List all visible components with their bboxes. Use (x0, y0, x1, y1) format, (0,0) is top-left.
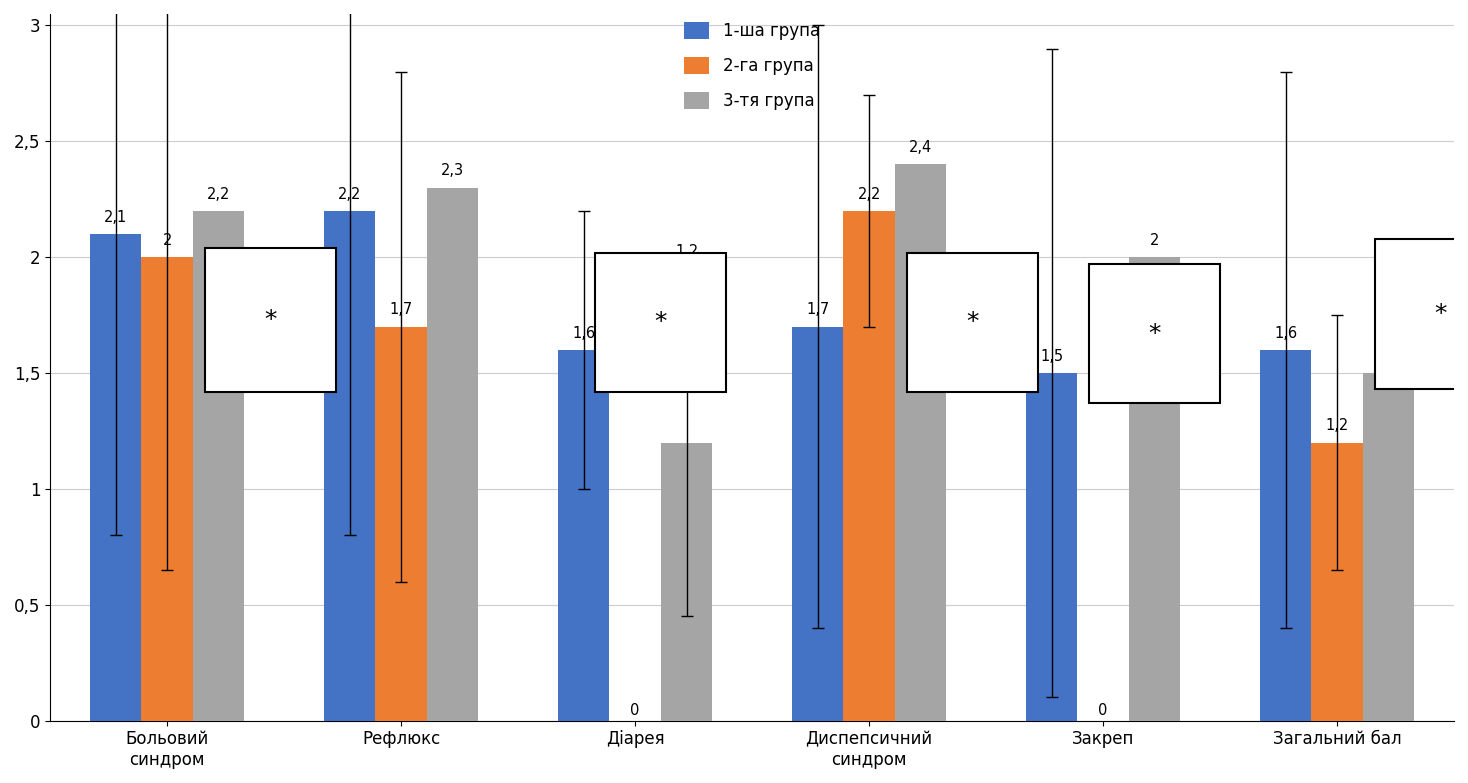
FancyBboxPatch shape (907, 253, 1038, 392)
Text: 1,2: 1,2 (1326, 418, 1349, 433)
Bar (661, 442, 712, 720)
Text: 2,1: 2,1 (104, 210, 128, 225)
Bar (1026, 373, 1078, 720)
Bar (1260, 350, 1311, 720)
Text: 1,7: 1,7 (389, 302, 413, 317)
Text: 1,6: 1,6 (1274, 326, 1298, 341)
Text: 2,3: 2,3 (440, 164, 464, 179)
Legend: 1-ша група, 2-га група, 3-тя група: 1-ша група, 2-га група, 3-тя група (684, 22, 819, 110)
FancyBboxPatch shape (596, 253, 727, 392)
Bar (1362, 373, 1414, 720)
Text: *: * (264, 308, 276, 332)
Bar (141, 257, 192, 720)
Bar (324, 211, 376, 720)
Bar (895, 164, 947, 720)
FancyBboxPatch shape (1089, 264, 1220, 403)
Text: 1,2: 1,2 (675, 244, 699, 259)
Text: 2,2: 2,2 (857, 186, 881, 201)
Text: 1,6: 1,6 (573, 326, 595, 341)
Bar (90, 234, 141, 720)
FancyBboxPatch shape (204, 248, 336, 392)
Bar (192, 211, 244, 720)
Text: 1,5: 1,5 (1377, 348, 1400, 364)
Text: *: * (1434, 302, 1446, 326)
Text: 0: 0 (1098, 703, 1108, 718)
FancyBboxPatch shape (1374, 239, 1468, 389)
Text: *: * (1148, 322, 1161, 345)
Bar (376, 327, 427, 720)
Bar (844, 211, 895, 720)
Text: *: * (655, 310, 666, 334)
Bar (1311, 442, 1362, 720)
Text: 2: 2 (1149, 233, 1160, 248)
Text: 2: 2 (163, 233, 172, 248)
Text: 2,4: 2,4 (909, 140, 932, 155)
Bar (427, 188, 479, 720)
Text: 2,2: 2,2 (338, 186, 361, 201)
Text: 0: 0 (630, 703, 640, 718)
Bar (558, 350, 609, 720)
Text: *: * (966, 310, 978, 334)
Text: 2,2: 2,2 (207, 186, 230, 201)
Bar (791, 327, 844, 720)
Text: 1,7: 1,7 (806, 302, 829, 317)
Bar (1129, 257, 1180, 720)
Text: 1,5: 1,5 (1039, 348, 1063, 364)
